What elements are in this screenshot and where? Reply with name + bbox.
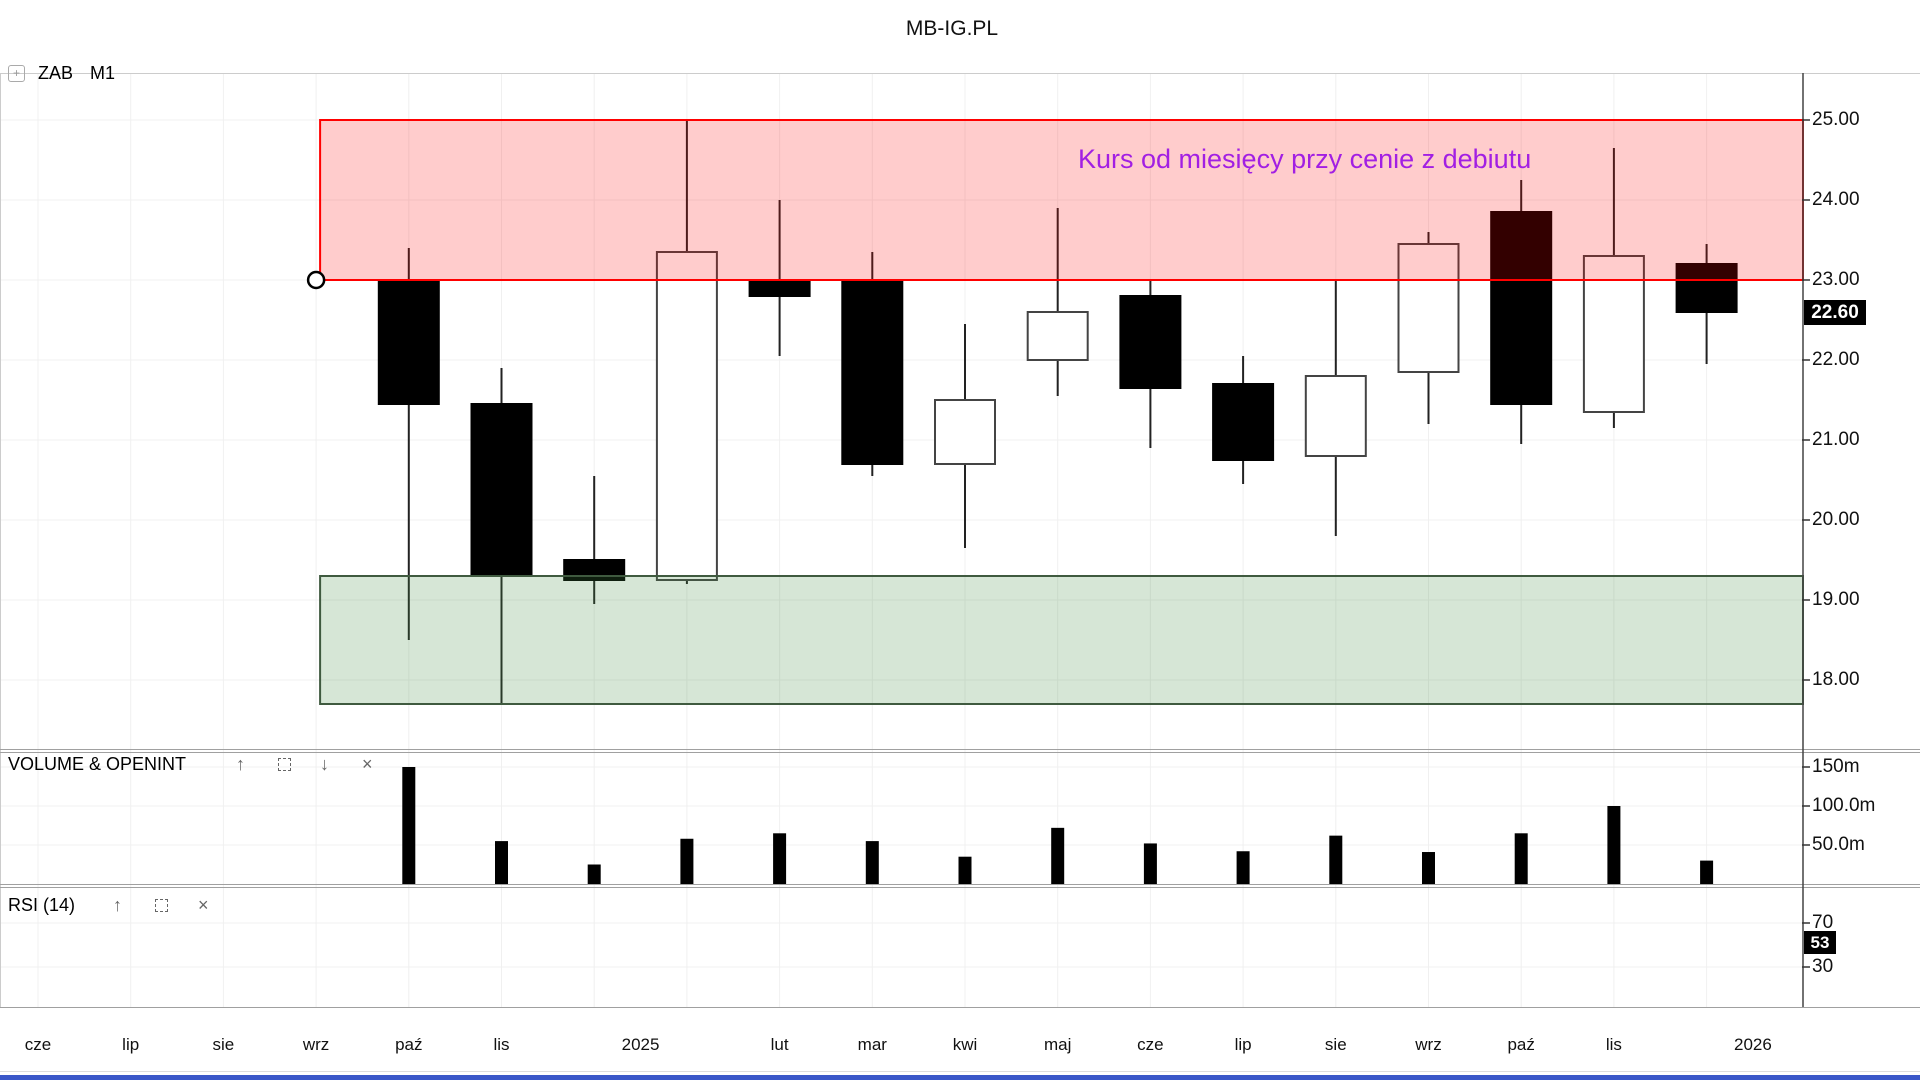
time-axis-label: lis [1605, 1035, 1622, 1054]
price-tick-label: 25.00 [1812, 109, 1860, 130]
support-zone[interactable] [319, 575, 1805, 705]
candle-body [1304, 375, 1367, 457]
rsi-tick-label: 30 [1812, 956, 1834, 977]
candle-body [1212, 383, 1275, 461]
volume-bar [680, 838, 694, 884]
time-axis-label: paź [1507, 1035, 1535, 1054]
volume-bar [1607, 806, 1621, 884]
candle-body [748, 279, 811, 297]
arrow-up-icon[interactable]: ↑ [113, 895, 122, 915]
time-axis-label: lis [493, 1035, 510, 1054]
volume-bar [958, 856, 972, 884]
volume-bar [865, 841, 879, 884]
price-tick-label: 20.00 [1812, 509, 1860, 530]
time-axis-label: 2026 [1734, 1035, 1772, 1054]
last-price-badge: 22.60 [1804, 300, 1866, 325]
volume-bar [495, 841, 508, 884]
candle-body [1397, 243, 1460, 373]
price-tick-label: 22.00 [1812, 349, 1860, 370]
candle-body [1490, 211, 1553, 405]
arrow-down-icon[interactable]: ↓ [320, 754, 329, 774]
time-axis-label: paź [395, 1035, 423, 1054]
time-axis-label: lip [1234, 1035, 1252, 1054]
volume-bar [587, 864, 601, 884]
time-axis-label: wrz [302, 1035, 330, 1054]
time-axis-label: sie [1324, 1035, 1347, 1054]
chart-window-title: MB-IG.PL [905, 17, 999, 40]
candle-body [1582, 255, 1645, 413]
debut-price-marker[interactable] [306, 270, 326, 290]
volume-bar [773, 833, 787, 884]
timeframe-label: M1 [90, 63, 116, 83]
price-tick-label: 23.00 [1812, 269, 1860, 290]
time-axis-label: cze [24, 1035, 52, 1054]
time-axis-label: cze [1137, 1035, 1164, 1054]
candle-body [1675, 263, 1738, 313]
candle-body [655, 251, 718, 581]
expand-instrument-icon[interactable]: + [8, 65, 25, 82]
candle-body [841, 279, 904, 465]
time-axis-label: lip [122, 1035, 140, 1054]
instrument-header: + ZAB M1 [8, 63, 115, 83]
expand-icon[interactable] [155, 899, 168, 912]
candle-body [470, 403, 533, 577]
time-axis-label: wrz [1415, 1035, 1442, 1054]
time-axis-label: kwi [952, 1035, 978, 1054]
volume-bar [1422, 852, 1435, 884]
volume-bar [1700, 860, 1714, 884]
rsi-pane-header: RSI (14) ↑ × [8, 895, 209, 917]
price-tick-label: 19.00 [1812, 589, 1860, 610]
price-tick-label: 21.00 [1812, 429, 1860, 450]
time-axis-label: maj [1043, 1035, 1072, 1054]
time-axis-label: sie [212, 1035, 235, 1054]
volume-bar [1329, 835, 1343, 884]
debut-price-resistance-zone[interactable] [319, 119, 1805, 281]
rsi-pane-title: RSI (14) [8, 895, 76, 915]
candle-body [1026, 311, 1089, 361]
time-axis-label: lut [770, 1035, 789, 1054]
volume-bar [1514, 833, 1528, 884]
candle-body [934, 399, 996, 465]
time-axis-label: 2025 [621, 1035, 660, 1054]
close-icon[interactable]: × [362, 754, 373, 774]
volume-pane-header: VOLUME & OPENINT ↑ ↓ × [8, 754, 373, 776]
volume-pane-title: VOLUME & OPENINT [8, 754, 187, 774]
arrow-up-icon[interactable]: ↑ [236, 754, 245, 774]
volume-bar [402, 767, 416, 884]
rsi-tick-label: 70 [1812, 912, 1834, 933]
rsi-value-badge: 53 [1804, 931, 1836, 954]
chart-annotation-text[interactable]: Kurs od miesięcy przy cenie z debiutu [1078, 144, 1532, 174]
bottom-scrollbar[interactable] [0, 1075, 1920, 1080]
symbol-label: ZAB [38, 63, 74, 83]
volume-tick-label: 150m [1812, 756, 1860, 777]
time-axis-label: mar [857, 1035, 887, 1054]
candle-body [1119, 295, 1182, 389]
price-tick-label: 18.00 [1812, 669, 1860, 690]
volume-bar [1143, 843, 1157, 884]
volume-bar [1236, 851, 1250, 884]
close-icon[interactable]: × [198, 895, 209, 915]
volume-tick-label: 100.0m [1812, 795, 1876, 816]
price-tick-label: 24.00 [1812, 189, 1860, 210]
volume-tick-label: 50.0m [1812, 834, 1865, 855]
expand-icon[interactable] [278, 758, 291, 771]
volume-bar [1051, 827, 1065, 884]
bottom-divider [0, 1071, 1920, 1072]
candle-body [377, 279, 440, 405]
